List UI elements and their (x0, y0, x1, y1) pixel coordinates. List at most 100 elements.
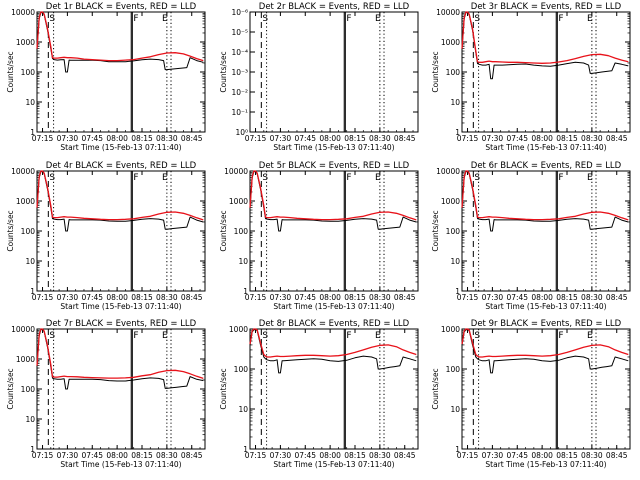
det9r-flag-e: E (587, 331, 593, 341)
det4r-ytick-label: 1000 (16, 197, 35, 206)
det4r-ytick-label: 1 (30, 287, 35, 296)
det3r-flag-f: F (558, 14, 563, 24)
det8r-title: Det 8r BLACK = Events, RED = LLD (259, 319, 410, 329)
det5r-flag-e: E (375, 173, 381, 183)
det5r-events-line (249, 170, 417, 232)
det5r-flag-f: F (346, 173, 351, 183)
det3r-ytick-label: 1000 (441, 38, 460, 47)
det1r-xlabel: Start Time (15-Feb-13 07:11:40) (60, 143, 181, 152)
det8r-xtick-label: 08:00 (319, 451, 341, 460)
det3r-xtick-label: 07:30 (482, 134, 504, 143)
det7r-xtick-label: 07:30 (57, 451, 79, 460)
det2r-ytick-label: 10⁻² (231, 88, 248, 97)
det5r-lld-line (249, 170, 417, 221)
det5r-title: Det 5r BLACK = Events, RED = LLD (259, 161, 410, 171)
det4r-title: Det 4r BLACK = Events, RED = LLD (46, 161, 197, 171)
det3r-ytick-label: 100 (446, 68, 461, 77)
det6r-flag-e: E (587, 173, 593, 183)
det2r-xtick-label: 08:00 (319, 134, 341, 143)
det4r-xtick-label: 07:15 (32, 293, 54, 302)
det9r-xlabel: Start Time (15-Feb-13 07:11:40) (485, 460, 606, 469)
det1r-ytick-label: 10 (25, 98, 35, 107)
det6r-title: Det 6r BLACK = Events, RED = LLD (471, 161, 622, 171)
det7r-ytick-label: 10 (25, 415, 35, 424)
det9r-ytick-label: 1000 (441, 325, 460, 334)
det2r-xtick-label: 07:45 (294, 134, 316, 143)
det7r-events-line (36, 328, 204, 390)
det8r-events-line (249, 328, 417, 374)
det6r-xtick-label: 08:30 (581, 293, 603, 302)
det1r-flag-s: S (49, 14, 55, 24)
det5r-xtick-label: 07:30 (270, 293, 292, 302)
det2r-xlabel: Start Time (15-Feb-13 07:11:40) (273, 143, 394, 152)
det2r-ytick-label: 10⁻³ (231, 68, 248, 77)
det2r-xtick-label: 08:30 (369, 134, 391, 143)
det5r-xtick-label: 08:30 (369, 293, 391, 302)
det2r-ylabel: Counts/sec (219, 51, 228, 92)
det7r-ytick-label: 1000 (16, 355, 35, 364)
det5r-ytick-label: 10 (238, 257, 248, 266)
det3r-xtick-label: 07:15 (457, 134, 479, 143)
det2r-flag-s: S (262, 14, 268, 24)
det8r-ytick-label: 100 (234, 365, 249, 374)
det7r-flag-f: F (133, 331, 138, 341)
det4r-xtick-label: 08:45 (181, 293, 203, 302)
det5r-ytick-label: 10000 (224, 167, 248, 176)
det3r-xtick-label: 08:00 (531, 134, 553, 143)
det3r-xtick-label: 08:30 (581, 134, 603, 143)
det1r-plot-frame (36, 11, 206, 133)
det9r-xtick-label: 08:00 (531, 451, 553, 460)
det9r-xtick-label: 07:30 (482, 451, 504, 460)
det1r-xtick-label: 08:00 (106, 134, 128, 143)
det5r-xtick-label: 07:15 (245, 293, 267, 302)
det7r-ytick-label: 1 (30, 445, 35, 454)
det5r-xtick-label: 08:00 (319, 293, 341, 302)
det3r-xtick-label: 08:15 (556, 134, 578, 143)
det9r-xtick-label: 07:45 (506, 451, 528, 460)
det5r-xlabel: Start Time (15-Feb-13 07:11:40) (273, 302, 394, 311)
det3r-panel: Det 3r BLACK = Events, RED = LLD 07:15 07:… (431, 2, 631, 152)
det4r-ytick-label: 10 (25, 257, 35, 266)
det9r-title: Det 9r BLACK = Events, RED = LLD (471, 319, 622, 329)
det1r-title: Det 1r BLACK = Events, RED = LLD (46, 2, 197, 12)
det7r-xtick-label: 07:15 (32, 451, 54, 460)
det9r-ylabel: Counts/sec (431, 368, 440, 409)
det7r-xtick-label: 08:30 (156, 451, 178, 460)
det8r-xtick-label: 08:30 (369, 451, 391, 460)
det3r-ytick-label: 1 (455, 128, 460, 137)
det4r-xtick-label: 08:15 (131, 293, 153, 302)
det6r-flag-s: S (474, 173, 480, 183)
det8r-xtick-label: 07:30 (270, 451, 292, 460)
det3r-xlabel: Start Time (15-Feb-13 07:11:40) (485, 143, 606, 152)
det6r-xtick-label: 08:00 (531, 293, 553, 302)
det3r-title: Det 3r BLACK = Events, RED = LLD (471, 2, 622, 12)
det8r-xtick-label: 07:15 (245, 451, 267, 460)
det4r-xtick-label: 08:30 (156, 293, 178, 302)
det8r-ytick-label: 10 (238, 405, 248, 414)
det6r-xtick-label: 07:30 (482, 293, 504, 302)
det7r-plot-frame (36, 328, 206, 450)
det4r-xtick-label: 07:30 (57, 293, 79, 302)
det2r-title: Det 2r BLACK = Events, RED = LLD (259, 2, 410, 12)
det4r-xtick-label: 07:45 (81, 293, 103, 302)
det5r-xtick-label: 08:15 (344, 293, 366, 302)
det6r-events-line (461, 170, 629, 232)
det3r-ytick-label: 10000 (436, 8, 460, 17)
det9r-events-line (461, 328, 629, 374)
det1r-xtick-label: 07:15 (32, 134, 54, 143)
det6r-xtick-label: 07:45 (506, 293, 528, 302)
det9r-lld-line (461, 328, 629, 358)
det8r-flag-f: F (346, 331, 351, 341)
det7r-flag-e: E (162, 331, 168, 341)
det8r-ylabel: Counts/sec (219, 368, 228, 409)
det2r-xtick-label: 07:15 (245, 134, 267, 143)
det1r-ytick-label: 100 (21, 68, 36, 77)
det2r-plot-frame (249, 11, 419, 133)
det6r-ytick-label: 100 (446, 227, 461, 236)
det9r-ytick-label: 100 (446, 365, 461, 374)
det4r-flag-e: E (162, 173, 168, 183)
det9r-xtick-label: 07:15 (457, 451, 479, 460)
det1r-lld-line (36, 11, 204, 62)
